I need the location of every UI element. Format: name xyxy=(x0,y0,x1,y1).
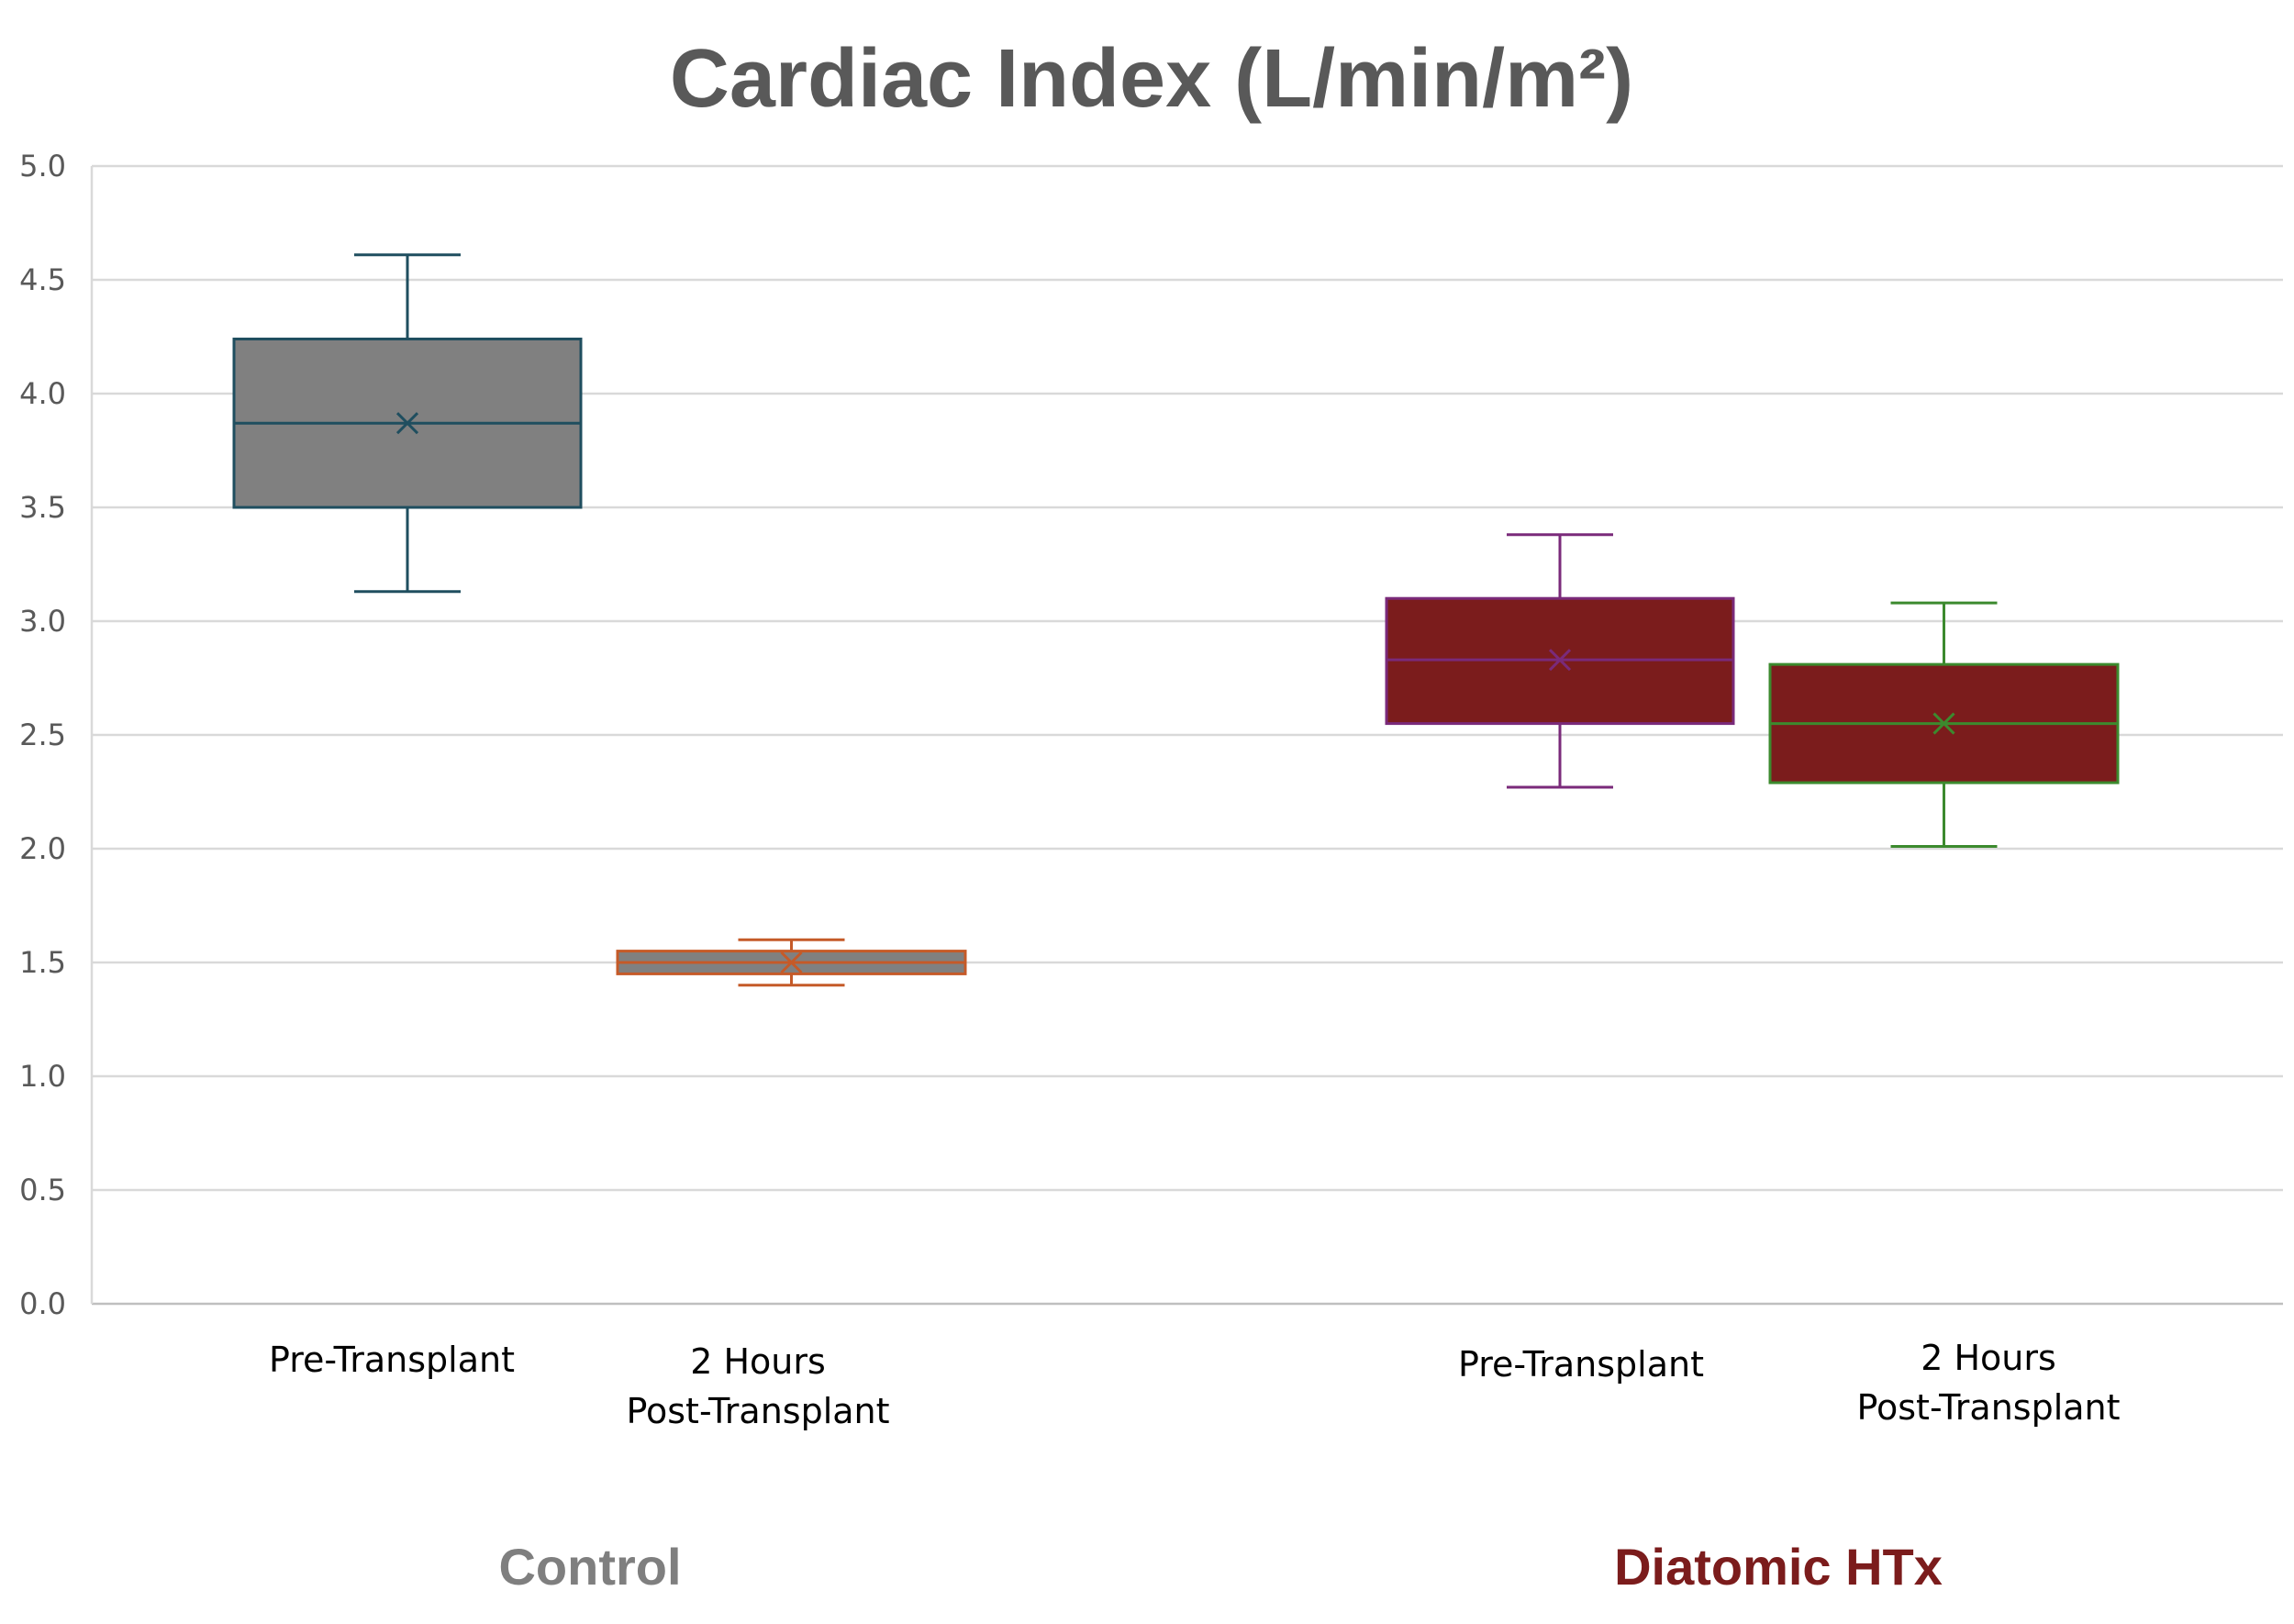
y-tick-label: 1.0 xyxy=(19,1059,66,1094)
y-tick-label: 3.5 xyxy=(19,490,66,525)
y-tick-label: 2.0 xyxy=(19,831,66,866)
mean-marker xyxy=(1548,649,1572,672)
y-tick-label: 3.0 xyxy=(19,604,66,639)
category-label: Pre-Transplant xyxy=(1458,1344,1704,1385)
box-plot xyxy=(616,938,967,987)
mean-marker xyxy=(395,412,419,435)
category-label: 2 Hours xyxy=(1921,1338,2056,1378)
y-tick-label: 5.0 xyxy=(19,149,66,184)
category-label: Post-Transplant xyxy=(626,1391,889,1431)
y-tick-label: 0.0 xyxy=(19,1286,66,1321)
group-labels: Control Diatomic HTx xyxy=(498,1538,1942,1596)
box-plot xyxy=(1385,533,1735,789)
category-label: Pre-Transplant xyxy=(269,1340,515,1380)
category-labels: Pre-Transplant 2 Hours Post-Transplant Pre-… xyxy=(269,1338,2121,1431)
mean-marker xyxy=(780,951,803,974)
group-label: Diatomic HTx xyxy=(1614,1538,1943,1596)
category-label: Post-Transplant xyxy=(1856,1387,2120,1428)
box-plot xyxy=(1768,601,2120,849)
y-tick-label: 0.5 xyxy=(19,1173,66,1207)
y-tick-label: 2.5 xyxy=(19,717,66,752)
category-label: 2 Hours xyxy=(690,1341,826,1382)
box-series xyxy=(232,253,2120,987)
y-tick-label: 4.0 xyxy=(19,376,66,411)
y-tick-label: 1.5 xyxy=(19,945,66,980)
box-plot xyxy=(232,253,583,594)
group-label: Control xyxy=(498,1538,681,1596)
chart-title: Cardiac Index (L/min/m²) xyxy=(670,33,1633,125)
y-axis: 0.0 0.5 1.0 1.5 2.0 2.5 3.0 3.5 4.0 4.5 5.0 xyxy=(19,149,94,1321)
y-tick-label: 4.5 xyxy=(19,262,66,297)
gridlines xyxy=(92,164,2283,1306)
mean-marker xyxy=(1932,712,1955,735)
